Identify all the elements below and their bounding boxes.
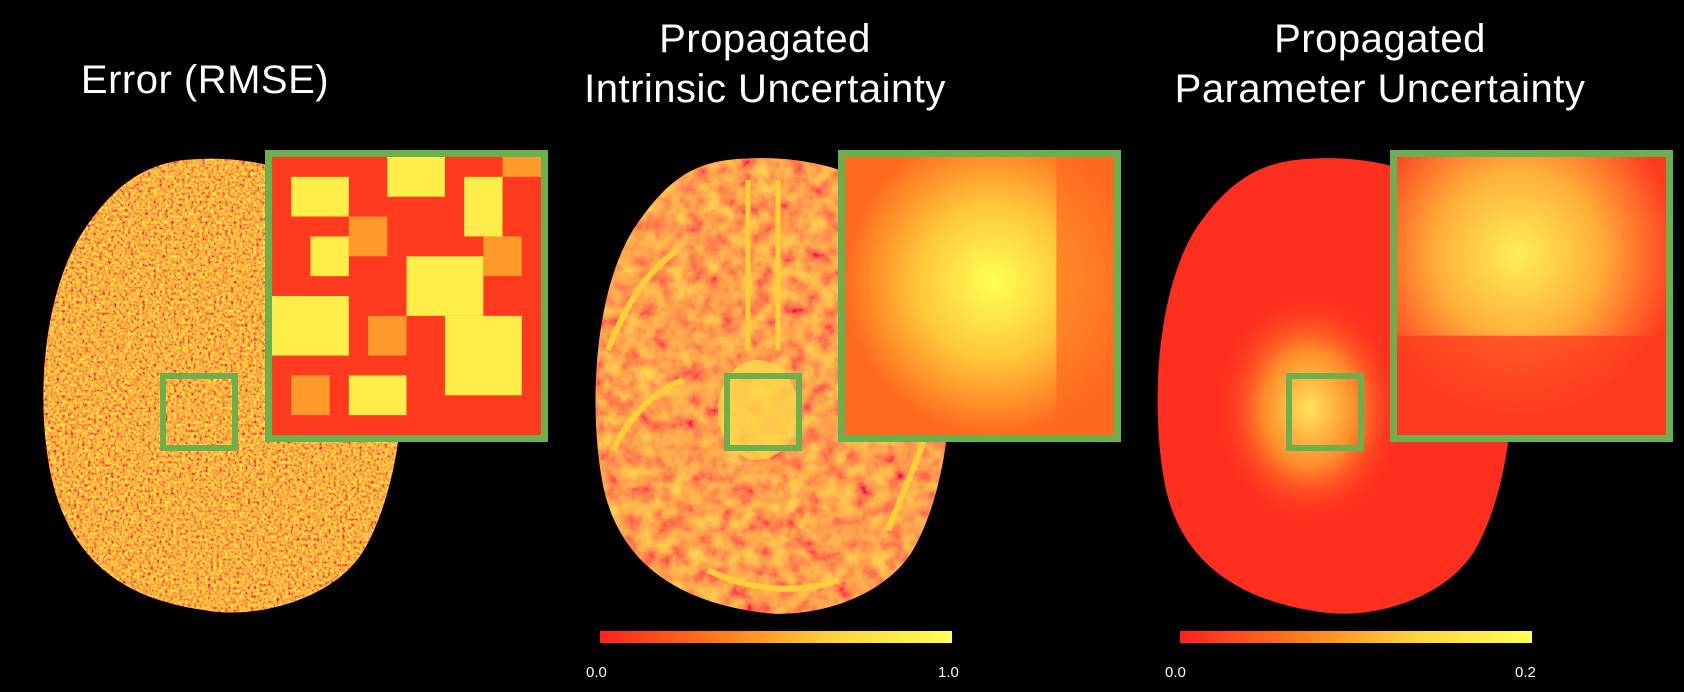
panel-title-intrinsic-line-2: Intrinsic Uncertainty	[584, 67, 946, 111]
intrinsic-roi-box	[724, 373, 802, 451]
intrinsic-zoom-inset	[838, 150, 1121, 442]
parameter-roi-box	[1286, 373, 1364, 451]
panel-title-parameter-line-1: Propagated	[1274, 17, 1486, 61]
intrinsic-colorbar-min-label: 0.0	[586, 664, 607, 681]
panel-title-intrinsic-line-1: Propagated	[659, 17, 871, 61]
intrinsic-colorbar	[600, 631, 952, 643]
parameter-zoom-inset	[1390, 150, 1673, 442]
rmse-zoom-inset	[265, 150, 548, 442]
parameter-colorbar-max-label: 0.2	[1515, 664, 1536, 681]
panel-title-parameter: Propagated Parameter Uncertainty	[1150, 14, 1610, 114]
parameter-zoom-pixels	[1397, 157, 1666, 435]
panel-title-rmse-line-1: Error (RMSE)	[80, 58, 330, 102]
parameter-colorbar	[1180, 631, 1532, 643]
intrinsic-colorbar-max-label: 1.0	[938, 664, 959, 681]
panel-title-parameter-line-2: Parameter Uncertainty	[1174, 67, 1586, 111]
panel-title-intrinsic: Propagated Intrinsic Uncertainty	[560, 14, 970, 114]
intrinsic-zoom-pixels	[845, 157, 1114, 435]
panel-title-rmse: Error (RMSE)	[60, 55, 350, 105]
rmse-zoom-pixels	[272, 157, 541, 435]
rmse-roi-box	[160, 373, 238, 451]
parameter-colorbar-min-label: 0.0	[1165, 664, 1186, 681]
